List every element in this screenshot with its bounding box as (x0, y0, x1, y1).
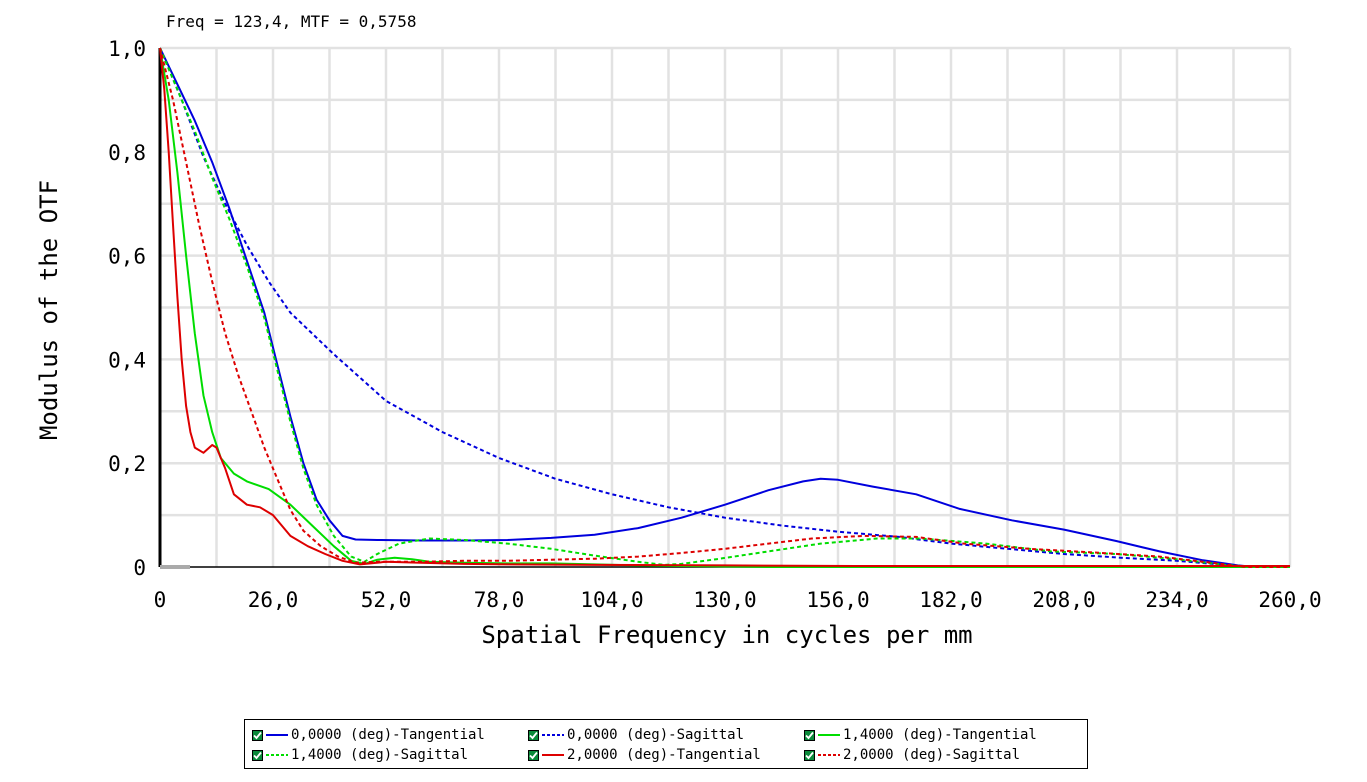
x-tick-label: 208,0 (1032, 588, 1095, 612)
chart-legend: 0,0000 (deg)-Tangential 0,0000 (deg)-Sagi… (244, 719, 1088, 769)
x-tick-label: 130,0 (693, 588, 756, 612)
legend-item[interactable]: 1,4000 (deg)-Tangential (804, 725, 1037, 745)
legend-swatch (266, 734, 288, 736)
legend-swatch (542, 734, 564, 736)
legend-swatch (542, 754, 564, 756)
y-tick-label: 1,0 (108, 37, 146, 61)
legend-label: 1,4000 (deg)-Sagittal (291, 747, 469, 763)
mtf-chart: 0 26,0 52,0 78,0 104,0 130,0 156,0 182,0 208,0 23… (35, 37, 1322, 649)
legend-label: 1,4000 (deg)-Tangential (843, 727, 1037, 743)
checkbox-icon[interactable] (528, 729, 539, 741)
cursor-readout: Freq = 123,4, MTF = 0,5758 (166, 12, 417, 31)
x-tick-label: 104,0 (580, 588, 643, 612)
x-tick-label: 182,0 (919, 588, 982, 612)
series-line-1 (159, 47, 1290, 568)
legend-item[interactable]: 2,0000 (deg)-Tangential (528, 745, 761, 765)
x-tick-label: 52,0 (361, 588, 412, 612)
series-line-5 (159, 47, 1290, 567)
legend-item[interactable]: 2,0000 (deg)-Sagittal (804, 745, 1020, 765)
checkbox-icon[interactable] (804, 729, 815, 741)
legend-label: 0,0000 (deg)-Sagittal (567, 727, 745, 743)
y-tick-label: 0,2 (108, 452, 146, 476)
y-tick-label: 0 (133, 556, 146, 580)
y-tick-label: 0,8 (108, 141, 146, 165)
chart-grid (160, 46, 1292, 567)
x-axis-label: Spatial Frequency in cycles per mm (481, 621, 972, 649)
legend-item[interactable]: 0,0000 (deg)-Sagittal (528, 725, 744, 745)
series-line-6 (159, 47, 1290, 568)
legend-swatch (818, 734, 840, 736)
legend-swatch (266, 754, 288, 756)
legend-label: 2,0000 (deg)-Sagittal (843, 747, 1021, 763)
checkbox-icon[interactable] (804, 749, 815, 761)
legend-swatch (818, 754, 840, 756)
chart-ticks: 0 26,0 52,0 78,0 104,0 130,0 156,0 182,0 208,0 23… (108, 37, 1322, 612)
checkbox-icon[interactable] (252, 749, 263, 761)
checkbox-icon[interactable] (252, 729, 263, 741)
legend-item[interactable]: 0,0000 (deg)-Tangential (252, 725, 485, 745)
x-tick-label: 234,0 (1145, 588, 1208, 612)
y-axis-label: Modulus of the OTF (35, 180, 63, 440)
legend-label: 2,0000 (deg)-Tangential (567, 747, 761, 763)
x-tick-label: 78,0 (474, 588, 525, 612)
y-tick-label: 0,6 (108, 245, 146, 269)
x-tick-label: 260,0 (1258, 588, 1321, 612)
x-tick-label: 156,0 (806, 588, 869, 612)
series-line-4 (159, 47, 1290, 568)
x-tick-label: 0 (154, 588, 167, 612)
y-tick-label: 0,4 (108, 348, 146, 372)
legend-item[interactable]: 1,4000 (deg)-Sagittal (252, 745, 468, 765)
legend-label: 0,0000 (deg)-Tangential (291, 727, 485, 743)
x-tick-label: 26,0 (248, 588, 299, 612)
series-line-2 (159, 47, 1290, 568)
chart-series (159, 47, 1290, 568)
checkbox-icon[interactable] (528, 749, 539, 761)
